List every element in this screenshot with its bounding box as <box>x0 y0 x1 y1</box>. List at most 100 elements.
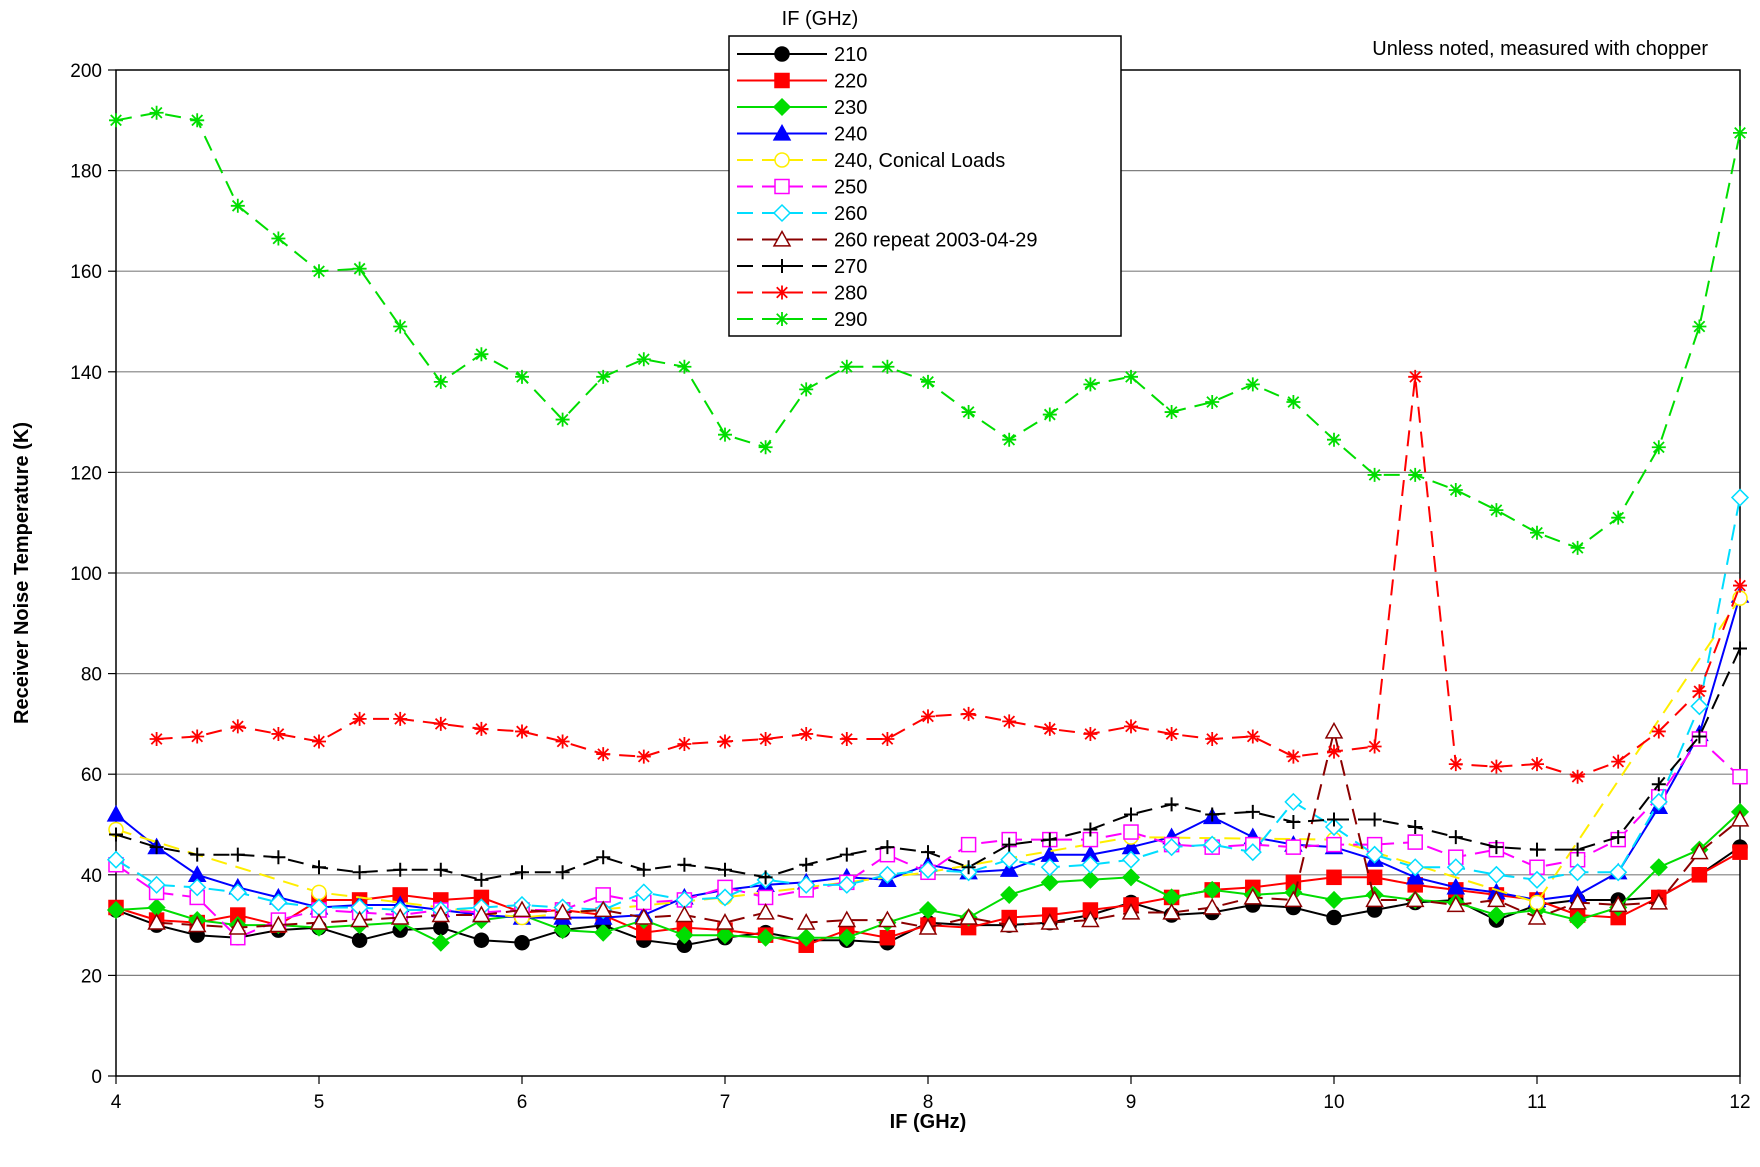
data-point <box>1286 814 1301 829</box>
data-point <box>797 875 816 894</box>
data-point <box>758 440 773 455</box>
data-point <box>309 913 329 930</box>
data-point <box>433 862 448 877</box>
legend-label: 270 <box>834 256 867 278</box>
data-point <box>474 347 489 362</box>
legend-entry: 240 <box>737 124 867 146</box>
data-point <box>1570 842 1585 857</box>
y-tick-label: 120 <box>70 463 102 484</box>
data-point <box>796 913 816 930</box>
data-point <box>774 178 790 195</box>
data-point <box>433 919 449 936</box>
data-point <box>1083 822 1098 837</box>
data-point <box>595 887 611 903</box>
data-point <box>1040 873 1059 892</box>
legend-label: 230 <box>834 97 867 119</box>
data-point <box>718 427 732 442</box>
data-point <box>230 719 245 734</box>
data-point <box>1327 812 1341 827</box>
series-260 <box>106 488 1750 920</box>
data-point <box>228 918 248 935</box>
y-tick-label: 60 <box>81 765 102 786</box>
data-point <box>1649 792 1668 811</box>
data-point <box>147 875 166 894</box>
data-point <box>1448 830 1463 845</box>
data-point <box>1203 835 1222 854</box>
legend-label: 280 <box>834 283 867 305</box>
data-point <box>472 905 491 923</box>
series-line <box>156 376 1741 778</box>
data-point <box>350 910 369 928</box>
data-point <box>715 926 735 945</box>
data-point <box>677 359 692 374</box>
chart-note: Unless noted, measured with chopper <box>1372 38 1708 60</box>
data-point <box>352 865 367 880</box>
data-point <box>474 872 489 887</box>
y-tick-label: 20 <box>81 966 102 987</box>
legend-entry: 210 <box>737 44 867 66</box>
data-point <box>433 374 448 389</box>
data-point <box>1405 890 1425 908</box>
data-point <box>1611 754 1626 769</box>
data-point <box>879 929 896 946</box>
legend-entry: 280 <box>737 283 867 305</box>
data-point <box>555 734 570 749</box>
x-tick-label: 7 <box>720 1092 731 1113</box>
data-point <box>311 884 327 901</box>
data-point <box>188 878 207 897</box>
data-point <box>1530 842 1544 857</box>
data-point <box>675 926 694 945</box>
x-tick-label: 10 <box>1323 1092 1344 1113</box>
data-point <box>1164 797 1179 812</box>
data-point <box>1690 697 1709 716</box>
data-point <box>271 231 286 246</box>
data-point <box>1002 837 1017 852</box>
data-point <box>774 46 790 62</box>
data-point <box>837 875 856 894</box>
data-point <box>1124 807 1138 822</box>
data-point <box>1611 510 1626 525</box>
data-point <box>921 709 935 724</box>
data-point <box>1243 843 1262 862</box>
data-point <box>1245 729 1260 744</box>
legend-entry: 290 <box>737 309 867 331</box>
data-point <box>1527 870 1547 889</box>
data-point <box>839 847 854 862</box>
data-point <box>799 726 814 741</box>
data-point <box>1651 724 1666 739</box>
data-point <box>1529 894 1545 911</box>
data-point <box>1730 809 1750 827</box>
legend-entry: 240, Conical Loads <box>737 150 1005 172</box>
data-point <box>553 921 572 940</box>
data-point <box>514 934 530 951</box>
x-tick-label: 9 <box>1126 1092 1137 1113</box>
data-point <box>718 734 732 749</box>
data-point <box>677 737 692 752</box>
y-tick-label: 200 <box>70 61 102 82</box>
data-point <box>636 749 651 764</box>
data-point <box>1366 869 1383 886</box>
data-point <box>555 412 570 427</box>
data-point <box>1284 890 1303 908</box>
data-point <box>1245 377 1260 392</box>
data-point <box>1651 440 1666 455</box>
data-point <box>960 836 977 853</box>
series-280 <box>149 369 1747 784</box>
data-point <box>1406 858 1425 877</box>
x-tick-label: 6 <box>517 1092 528 1113</box>
series-260-repeat-2003-04-29 <box>147 721 1750 935</box>
data-point <box>512 900 532 918</box>
legend-entry: 230 <box>737 97 867 119</box>
data-point <box>918 918 938 935</box>
data-point <box>1202 897 1222 915</box>
data-point <box>187 915 207 933</box>
data-point <box>1568 911 1587 930</box>
data-point <box>596 850 611 865</box>
data-point <box>596 747 611 762</box>
data-point <box>775 259 789 273</box>
data-point <box>961 860 976 875</box>
data-point <box>1203 880 1222 899</box>
data-point <box>1245 804 1260 819</box>
series-290 <box>109 105 1747 555</box>
data-point <box>555 865 570 880</box>
